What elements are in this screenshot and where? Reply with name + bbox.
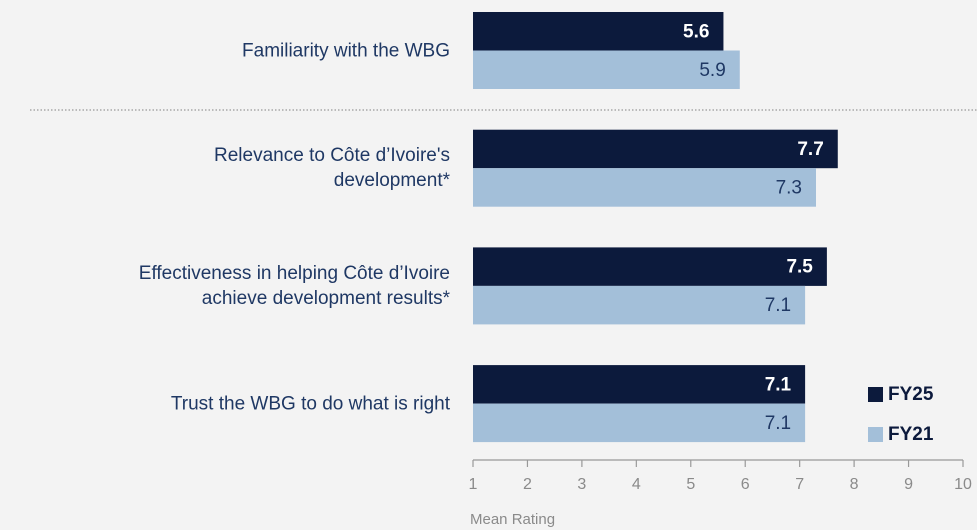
legend-swatch [868,387,883,402]
bar-value-label: 7.7 [797,139,823,160]
x-tick-label: 9 [904,476,913,493]
bar-value-label: 7.3 [776,177,802,198]
bar [473,247,827,286]
category-label: Trust the WBG to do what is right [170,393,450,415]
bar-value-label: 5.9 [699,60,725,81]
x-tick-label: 6 [741,476,750,493]
category-label: Familiarity with the WBG [242,40,450,61]
bar-value-label: 7.5 [786,257,813,278]
category-label: Relevance to Côte d’Ivoire's development… [214,145,450,192]
category-label: Effectiveness in helping Côte d’Ivoire a… [138,262,450,309]
legend-swatch [868,427,883,442]
bar-value-label: 5.6 [683,21,709,42]
x-tick-label: 7 [795,476,804,493]
legend-label: FY25 [888,384,934,405]
x-tick-label: 1 [469,476,478,493]
bar-value-label: 7.1 [765,295,791,316]
bar [473,50,740,89]
bar [473,365,806,404]
x-tick-label: 3 [577,476,586,493]
bar-value-label: 7.1 [765,413,791,434]
x-axis-label: Mean Rating [470,511,555,528]
x-tick-label: 5 [686,476,695,493]
bar [473,285,806,325]
bar [473,403,806,443]
x-tick-label: 10 [954,476,972,493]
bar [473,129,838,169]
x-tick-label: 8 [850,476,859,493]
x-tick-label: 4 [632,476,641,493]
legend-label: FY21 [888,424,934,445]
x-tick-label: 2 [523,476,532,493]
bar [473,168,816,207]
bar [473,12,724,51]
bar-value-label: 7.1 [765,374,792,395]
